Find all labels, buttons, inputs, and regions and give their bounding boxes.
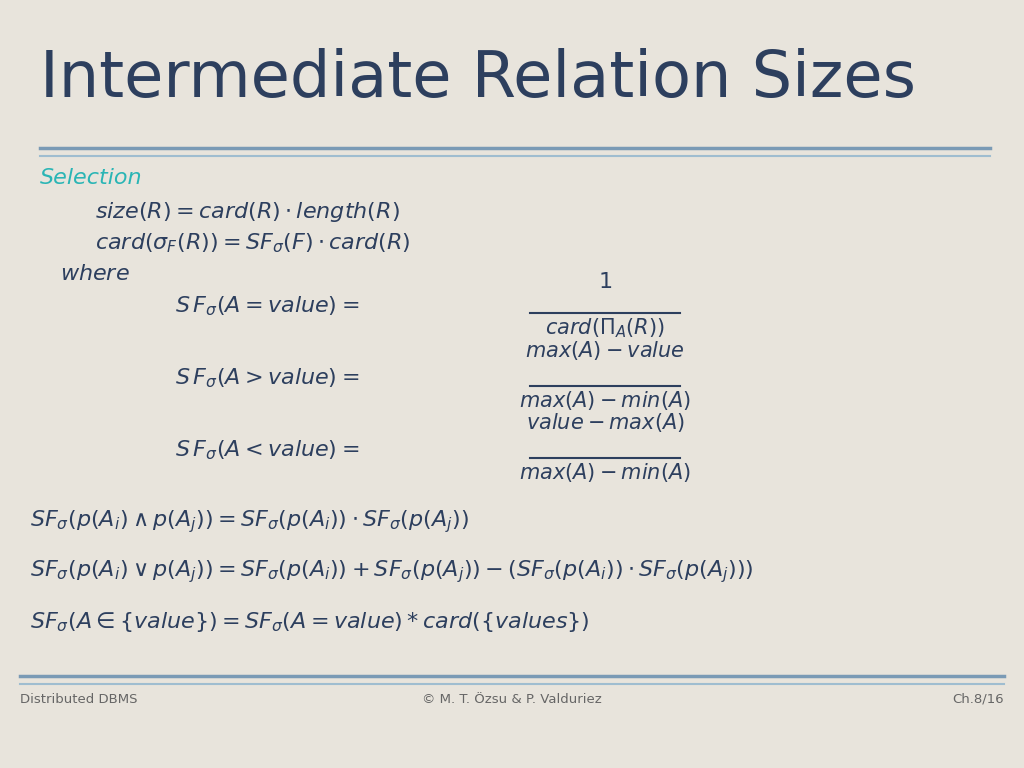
- Text: Distributed DBMS: Distributed DBMS: [20, 693, 137, 706]
- Text: $card(\sigma_F(R)) = SF_\sigma(F) \cdot card(R)$: $card(\sigma_F(R)) = SF_\sigma(F) \cdot …: [95, 231, 411, 255]
- Text: $S\,F_\sigma(A >value) =$: $S\,F_\sigma(A >value) =$: [175, 366, 359, 389]
- Text: $max(A) - min(A)$: $max(A) - min(A)$: [519, 389, 691, 412]
- Text: Intermediate Relation Sizes: Intermediate Relation Sizes: [40, 48, 916, 110]
- Text: Ch.8/16: Ch.8/16: [952, 693, 1004, 706]
- Text: $SF_\sigma(p(A_i) \vee p(A_j)) = SF_\sigma(p(A_i)) + SF_\sigma(p(A_j)) - (SF_\si: $SF_\sigma(p(A_i) \vee p(A_j)) = SF_\sig…: [30, 558, 754, 584]
- Text: © M. T. Özsu & P. Valduriez: © M. T. Özsu & P. Valduriez: [422, 693, 602, 706]
- Text: $value - max(A)$: $value - max(A)$: [525, 411, 684, 434]
- Text: $SF_\sigma(A \in \{value\}) = SF_\sigma(A= value) * card(\{values\})$: $SF_\sigma(A \in \{value\}) = SF_\sigma(…: [30, 610, 590, 634]
- Text: $where$: $where$: [60, 264, 130, 284]
- Text: $size(R) = card(R) \cdot length(R)$: $size(R) = card(R) \cdot length(R)$: [95, 200, 399, 224]
- Text: $max(A) - min(A)$: $max(A) - min(A)$: [519, 461, 691, 484]
- Text: $max(A) - value$: $max(A) - value$: [525, 339, 685, 362]
- Text: $S\,F_\sigma(A <value) =$: $S\,F_\sigma(A <value) =$: [175, 438, 359, 462]
- Text: $S\,F_\sigma(A = value) =$: $S\,F_\sigma(A = value) =$: [175, 294, 359, 318]
- Text: $1$: $1$: [598, 272, 612, 292]
- Text: $SF_\sigma(p(A_i) \wedge p(A_j)) = SF_\sigma(p(A_i)) \cdot SF_\sigma(p(A_j))$: $SF_\sigma(p(A_i) \wedge p(A_j)) = SF_\s…: [30, 508, 469, 535]
- Text: Selection: Selection: [40, 168, 142, 188]
- Text: $card(\Pi_A(R))$: $card(\Pi_A(R))$: [545, 316, 665, 339]
